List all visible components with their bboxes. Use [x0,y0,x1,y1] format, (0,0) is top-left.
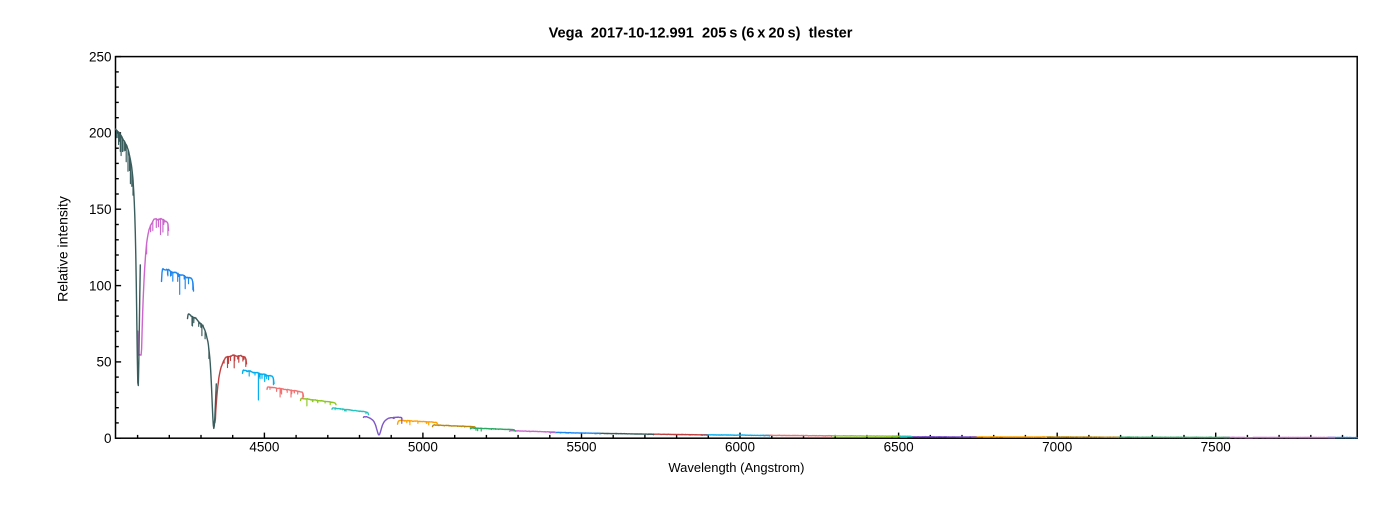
svg-text:100: 100 [89,278,112,293]
svg-text:7000: 7000 [1042,440,1072,455]
svg-text:Wavelength (Angstrom): Wavelength (Angstrom) [668,460,804,475]
svg-text:Relative intensity: Relative intensity [55,196,71,302]
svg-text:Vega 2017-10-12.991 205 s (6: Vega 2017-10-12.991 205 s (6 x 20 s) tle… [549,26,853,42]
svg-text:7500: 7500 [1201,440,1231,455]
svg-text:50: 50 [96,355,111,370]
svg-text:6500: 6500 [884,440,914,455]
svg-text:250: 250 [89,49,112,64]
svg-text:200: 200 [89,126,112,141]
svg-text:6000: 6000 [725,440,755,455]
svg-text:5000: 5000 [408,440,438,455]
svg-text:4500: 4500 [249,440,279,455]
svg-text:0: 0 [104,431,112,446]
svg-text:150: 150 [89,202,112,217]
svg-text:5500: 5500 [566,440,596,455]
